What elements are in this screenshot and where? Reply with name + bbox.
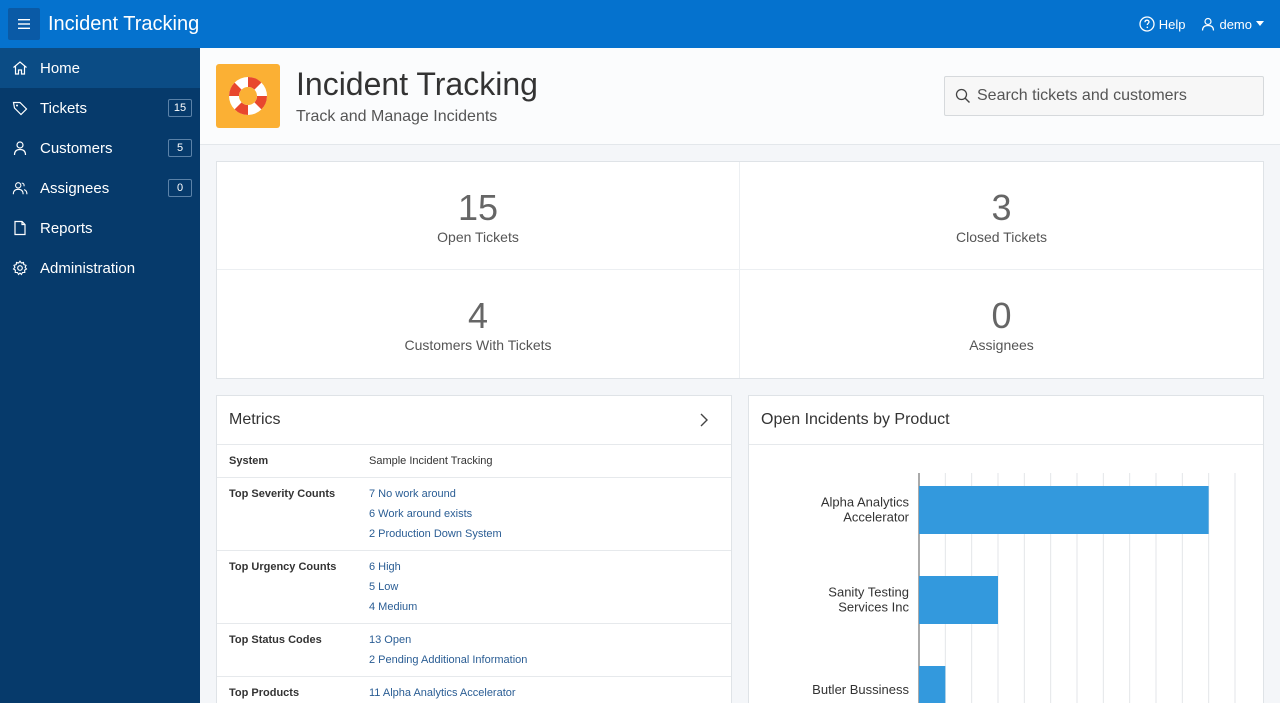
- metric-key: Top Status Codes: [229, 634, 322, 646]
- stat-label: Closed Tickets: [955, 229, 1048, 245]
- user-icon: [1202, 17, 1215, 31]
- sidebar-item-label: Administration: [40, 259, 136, 277]
- category-label: Butler Bussiness: [812, 682, 909, 697]
- metric-link[interactable]: 11 Alpha Analytics Accelerator: [369, 687, 516, 699]
- metric-link[interactable]: 7 No work around: [369, 488, 456, 500]
- search-icon: [955, 88, 970, 103]
- metrics-row: Top Urgency Counts 6 High 5 Low 4 Medium: [217, 551, 731, 624]
- user-icon: [12, 140, 28, 156]
- top-bar: Incident Tracking Help demo: [0, 0, 1280, 48]
- page-subtitle: Track and Manage Incidents: [296, 108, 498, 125]
- metrics-region: Metrics System Sample Incident Tracking To…: [216, 395, 732, 703]
- sidebar-item-label: Assignees: [40, 179, 110, 197]
- stat-value: 15: [457, 187, 499, 228]
- hamburger-icon: [18, 19, 30, 29]
- chart-header: Open Incidents by Product: [749, 396, 1263, 445]
- sidebar-item-assignees[interactable]: Assignees 0: [0, 168, 200, 208]
- metric-value: Sample Incident Tracking: [369, 455, 493, 467]
- page-header: Incident Tracking Track and Manage Incid…: [200, 48, 1280, 145]
- bar-chart: Alpha Analytics Accelerator Sanity Testing…: [812, 473, 1236, 703]
- metrics-header: Metrics: [217, 396, 731, 445]
- app-title[interactable]: Incident Tracking: [48, 13, 200, 35]
- category-label: Sanity Testing Services Inc: [828, 585, 909, 615]
- metric-key: Top Severity Counts: [229, 488, 336, 500]
- bar[interactable]: [919, 576, 998, 624]
- tag-icon: [12, 100, 28, 116]
- stat-closed-tickets[interactable]: 3 Closed Tickets: [740, 162, 1263, 270]
- chart-title: Open Incidents by Product: [761, 411, 950, 428]
- stat-open-tickets[interactable]: 15 Open Tickets: [217, 162, 740, 270]
- hamburger-menu-button[interactable]: [8, 8, 40, 40]
- metrics-row: System Sample Incident Tracking: [217, 445, 731, 478]
- metric-key: Top Urgency Counts: [229, 561, 337, 573]
- metric-link[interactable]: 6 High: [369, 561, 401, 573]
- sidebar-item-administration[interactable]: Administration: [0, 248, 200, 288]
- sidebar-item-reports[interactable]: Reports: [0, 208, 200, 248]
- help-link[interactable]: Help: [1139, 16, 1186, 32]
- help-label: Help: [1158, 16, 1186, 32]
- user-label: demo: [1219, 16, 1252, 32]
- metrics-row: Top Severity Counts 7 No work around 6 Wor…: [217, 478, 731, 551]
- users-icon: [12, 180, 28, 196]
- tickets-count-badge: 15: [168, 99, 192, 117]
- sidebar-item-label: Home: [40, 59, 81, 77]
- gear-icon: [12, 260, 28, 276]
- home-icon: [12, 60, 28, 76]
- sidebar-item-label: Customers: [40, 139, 113, 157]
- bar[interactable]: [919, 666, 946, 703]
- stat-label: Assignees: [969, 337, 1034, 353]
- assignees-count-badge: 0: [168, 179, 192, 197]
- sidebar-nav: Home Tickets 15 Customers 5 Assignees 0 …: [0, 48, 200, 703]
- stats-panel: 15 Open Tickets 3 Closed Tickets 4 Custo…: [216, 161, 1264, 379]
- metric-key: Top Products: [229, 687, 300, 699]
- sidebar-item-home[interactable]: Home: [0, 48, 200, 88]
- bar[interactable]: [919, 486, 1209, 534]
- metrics-title: Metrics: [229, 411, 281, 428]
- chevron-right-icon[interactable]: [699, 412, 709, 433]
- metrics-row: Top Products 11 Alpha Analytics Accelerat…: [217, 677, 731, 703]
- metric-link[interactable]: 5 Low: [369, 581, 399, 593]
- metric-values: 11 Alpha Analytics Accelerator: [369, 683, 719, 703]
- help-icon: [1139, 16, 1155, 32]
- customers-count-badge: 5: [168, 139, 192, 157]
- stat-label: Customers With Tickets: [404, 337, 552, 353]
- stat-assignees[interactable]: 0 Assignees: [740, 270, 1263, 378]
- stat-value: 3: [991, 187, 1012, 228]
- sidebar-item-customers[interactable]: Customers 5: [0, 128, 200, 168]
- lifebuoy-icon: [216, 64, 280, 128]
- metrics-row: Top Status Codes 13 Open 2 Pending Additio…: [217, 624, 731, 677]
- metric-values: 7 No work around 6 Work around exists 2 Pr…: [369, 484, 719, 544]
- open-incidents-chart-region: Open Incidents by Product Alpha Analytic…: [748, 395, 1264, 703]
- caret-down-icon: [1256, 21, 1264, 26]
- page-title: Incident Tracking: [296, 66, 538, 102]
- metrics-list: System Sample Incident Tracking Top Severi…: [217, 445, 731, 703]
- metric-link[interactable]: 2 Production Down System: [369, 528, 502, 540]
- search-box: [944, 76, 1264, 116]
- metric-values: 6 High 5 Low 4 Medium: [369, 557, 719, 617]
- user-menu[interactable]: demo: [1201, 17, 1264, 32]
- stat-customers-with-tickets[interactable]: 4 Customers With Tickets: [217, 270, 740, 378]
- metric-link[interactable]: 13 Open: [369, 634, 412, 646]
- sidebar-item-label: Tickets: [40, 99, 87, 117]
- category-label: Alpha Analytics Accelerator: [821, 495, 910, 525]
- metric-values: Sample Incident Tracking: [369, 451, 719, 471]
- sidebar-item-tickets[interactable]: Tickets 15: [0, 88, 200, 128]
- search-input[interactable]: [977, 87, 1257, 105]
- metric-link[interactable]: 6 Work around exists: [369, 508, 473, 520]
- sidebar-item-label: Reports: [40, 219, 93, 237]
- stat-value: 0: [991, 295, 1012, 336]
- metric-link[interactable]: 4 Medium: [369, 601, 418, 613]
- metric-key: System: [229, 455, 269, 467]
- metric-values: 13 Open 2 Pending Additional Information: [369, 630, 719, 670]
- metric-link[interactable]: 2 Pending Additional Information: [369, 654, 528, 666]
- document-icon: [12, 220, 28, 236]
- stat-value: 4: [467, 295, 489, 336]
- stat-label: Open Tickets: [437, 229, 519, 245]
